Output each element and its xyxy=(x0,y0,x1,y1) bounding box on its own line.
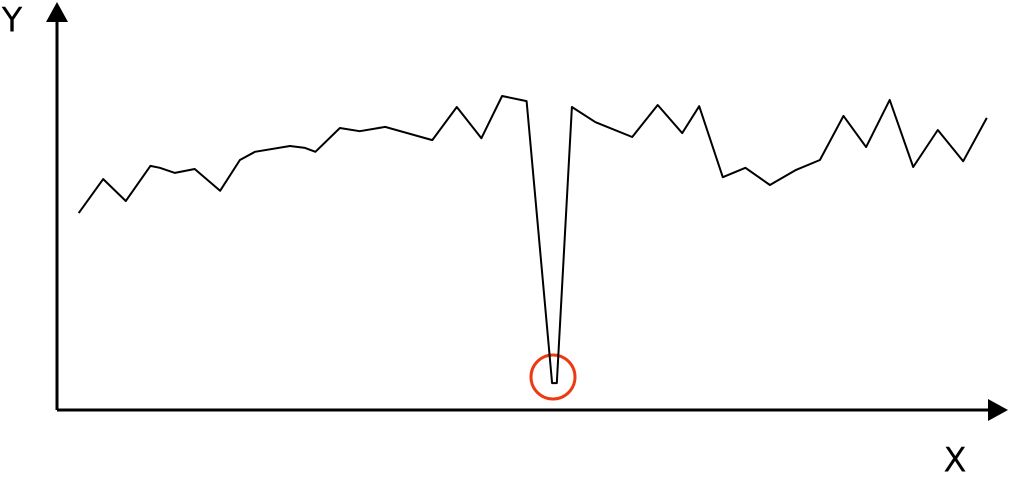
x-axis-arrow xyxy=(988,399,1008,421)
y-axis-arrow xyxy=(46,2,68,22)
highlight-circle xyxy=(529,353,577,401)
y-axis-label: Y xyxy=(1,1,23,41)
data-line xyxy=(77,95,988,385)
x-axis-label: X xyxy=(943,441,966,481)
